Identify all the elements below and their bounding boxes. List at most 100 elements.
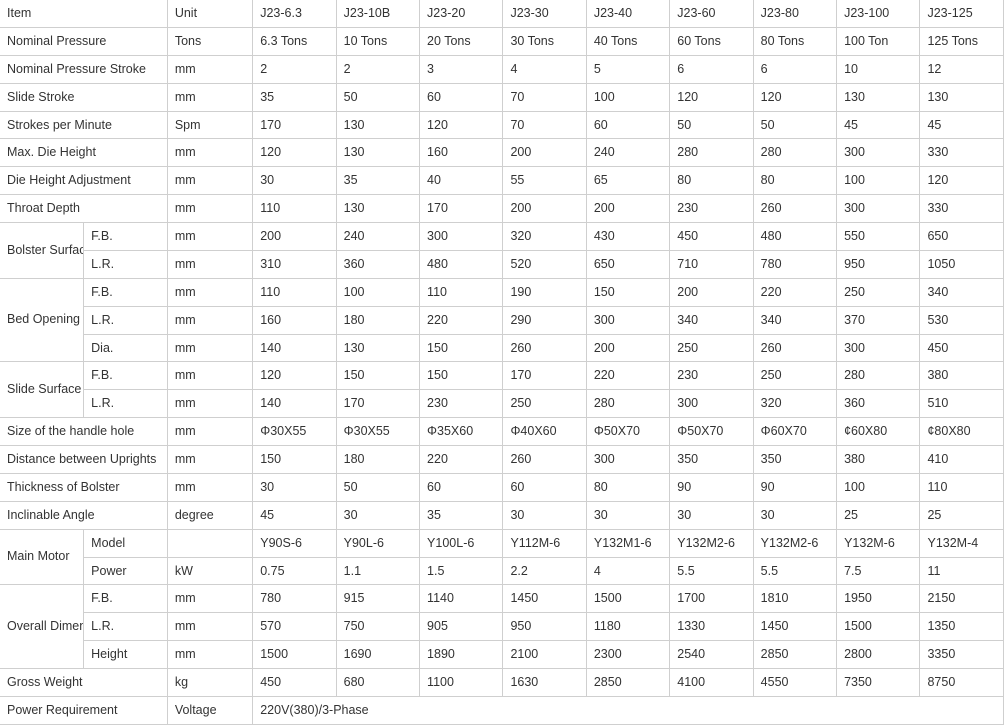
row-sublabel: Model [83,528,168,558]
data-cell: 230 [669,361,754,391]
row-label: Power Requirement [0,695,168,725]
row-unit: mm [166,166,254,196]
data-cell: 80 Tons [752,26,838,56]
data-cell: 280 [836,361,921,391]
data-cell: 1330 [669,612,754,642]
data-cell: 170 [252,110,337,140]
data-cell: Y112M-6 [502,528,587,558]
data-cell: 7350 [836,668,921,697]
data-cell: 5 [585,54,671,84]
data-cell: 170 [502,361,587,391]
data-cell: 2.2 [502,556,587,586]
data-cell: 12 [919,54,1004,84]
data-cell: 40 [419,166,504,196]
data-cell: 1890 [419,640,504,669]
row-unit: mm [166,389,254,419]
data-cell: 140 [252,389,337,419]
row-sublabel: F.B. [83,222,168,251]
data-cell: 250 [502,389,587,419]
data-cell: Φ30X55 [252,417,337,446]
data-cell: 4550 [752,668,838,697]
row-unit: mm [166,277,254,307]
table-row: Size of the handle hole mm Φ30X55 Φ30X55 Φ35… [0,417,1004,446]
data-cell: 30 [252,166,337,196]
data-cell: 2 [252,54,337,84]
data-cell: 300 [836,138,921,168]
data-cell: 220 [419,445,504,474]
row-unit: Voltage [166,695,254,725]
data-cell: 2850 [585,668,671,697]
data-cell: 25 [919,500,1004,530]
data-cell: 170 [419,194,504,223]
data-cell: 6 [752,54,838,84]
data-cell: 170 [335,389,421,419]
data-cell: 340 [669,305,754,335]
data-cell: 250 [669,333,754,363]
table-row: Slide Surface SizeF.B.mm1201501501702202… [0,361,1004,419]
row-label: Distance between Uprights [0,445,168,474]
data-cell: 10 [836,54,921,84]
data-cell: 100 [335,277,421,307]
data-cell: 4 [502,54,587,84]
row-label: Thickness of Bolster [0,472,168,502]
data-cell: 5.5 [752,556,838,586]
data-cell: 120 [669,82,754,112]
data-cell: 2850 [752,640,838,669]
data-cell: Φ30X55 [335,417,421,446]
data-cell: 200 [502,194,587,223]
row-group-label: Slide Surface Size [0,361,85,419]
row-label: Max. Die Height [0,138,168,168]
row-unit: mm [166,472,254,502]
table-row: Power kW 0.75 1.1 1.5 2.2 4 5.5 5.5 7.5 11 [0,556,1004,586]
data-cell: 360 [836,389,921,419]
data-cell: 2150 [919,584,1004,614]
data-cell: 70 [502,82,587,112]
data-cell: 100 [585,82,671,112]
row-sublabel: L.R. [83,305,168,335]
data-cell: 290 [502,305,587,335]
data-cell: 40 Tons [585,26,671,56]
data-cell: 230 [419,389,504,419]
data-cell: 100 Ton [836,26,921,56]
row-sublabel: L.R. [83,249,168,279]
table-row: Nominal Pressure Tons 6.3 Tons 10 Tons 20 To… [0,26,1004,56]
data-cell: 140 [252,333,337,363]
data-cell: 50 [335,472,421,502]
column-header-unit: Unit [166,0,254,28]
row-sublabel: Power [83,556,168,586]
data-cell: 300 [836,333,921,363]
data-cell: 110 [919,472,1004,502]
data-cell: 300 [669,389,754,419]
data-cell: 200 [585,194,671,223]
data-cell: 330 [919,138,1004,168]
data-cell: 45 [836,110,921,140]
data-cell: Φ35X60 [419,417,504,446]
data-cell: 25 [836,500,921,530]
data-cell: 60 [419,472,504,502]
data-cell: 450 [669,222,754,251]
table-row: Dia. mm 140 130 150 260 200 250 260 300 450 [0,333,1004,363]
data-cell: 0.75 [252,556,337,586]
data-cell: 1350 [919,612,1004,642]
row-unit: mm [166,445,254,474]
row-unit: mm [166,305,254,335]
data-cell: 130 [335,194,421,223]
data-cell: 30 [335,500,421,530]
data-cell: 4100 [669,668,754,697]
data-cell: 250 [752,361,838,391]
data-cell: 50 [335,82,421,112]
data-cell: 2800 [836,640,921,669]
row-unit: mm [166,612,254,642]
table-row: Max. Die Height mm 120 130 160 200 240 280 280 30… [0,138,1004,168]
data-cell: 125 Tons [919,26,1004,56]
data-cell: 55 [502,166,587,196]
data-cell: 1450 [502,584,587,614]
row-unit: Spm [166,110,254,140]
data-cell: 1.1 [335,556,421,586]
row-sublabel: F.B. [83,584,168,614]
data-cell: 450 [919,333,1004,363]
data-cell: 30 Tons [502,26,587,56]
data-cell: 2540 [669,640,754,669]
data-cell: 1450 [752,612,838,642]
row-unit: mm [166,249,254,279]
